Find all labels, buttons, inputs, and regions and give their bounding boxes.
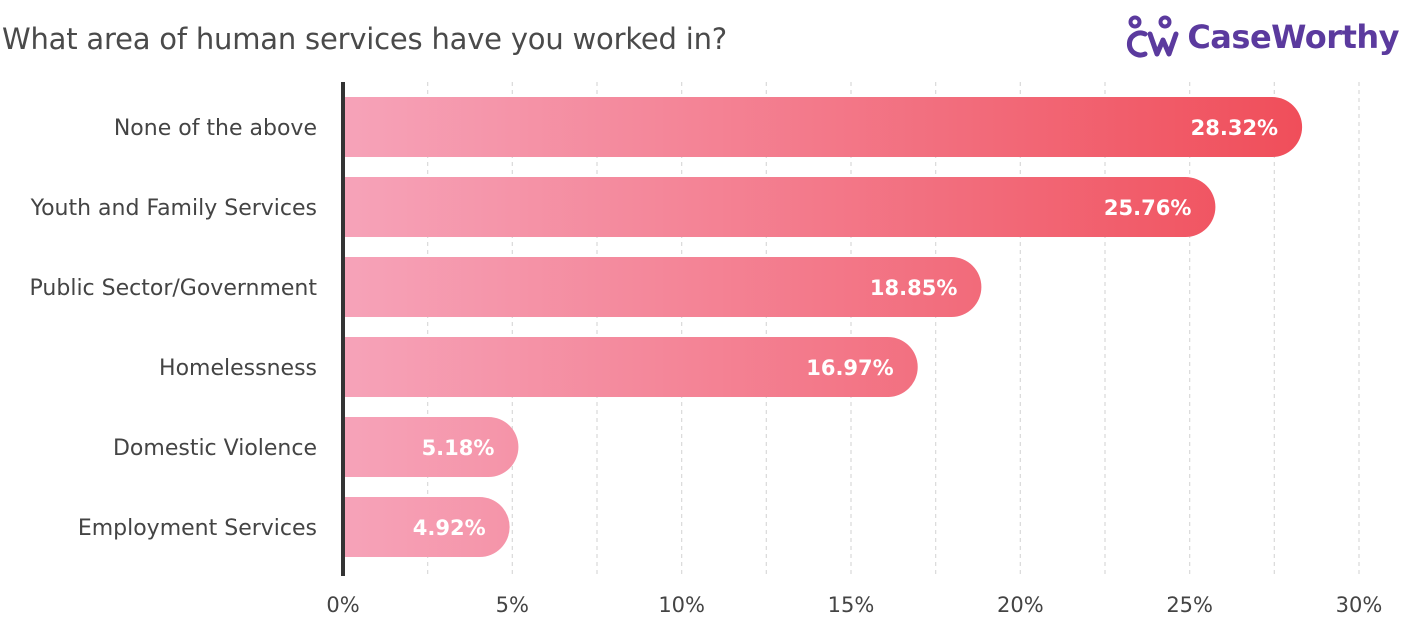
bar <box>343 257 982 317</box>
bars: 28.32% 25.76% 18.85% 16.97% 5.18% 4.92% <box>343 97 1303 557</box>
x-tick-label: 25% <box>1166 593 1213 617</box>
x-tick-label: 15% <box>828 593 875 617</box>
x-tick-label: 0% <box>326 593 359 617</box>
bar-value-label: 4.92% <box>413 516 486 540</box>
bar <box>343 497 510 557</box>
x-tick-label: 30% <box>1336 593 1383 617</box>
bar <box>343 417 519 477</box>
logo-text: CaseWorthy <box>1187 18 1399 56</box>
bar <box>343 337 918 397</box>
category-labels: None of the above Youth and Family Servic… <box>30 116 318 541</box>
category-label: Domestic Violence <box>113 436 317 461</box>
bar <box>343 177 1216 238</box>
bar-value-label: 25.76% <box>1104 196 1191 220</box>
bar-value-label: 18.85% <box>870 276 957 300</box>
bar-value-label: 28.32% <box>1191 116 1278 140</box>
category-label: Homelessness <box>159 356 317 381</box>
bar <box>343 97 1303 157</box>
chart-title: What area of human services have you wor… <box>2 22 727 56</box>
x-tick-label: 20% <box>997 593 1044 617</box>
caseworthy-logo: CaseWorthy <box>1125 10 1399 64</box>
category-label: Employment Services <box>78 516 317 541</box>
caseworthy-logo-icon <box>1127 15 1179 58</box>
x-tick-label: 10% <box>658 593 705 617</box>
category-label: None of the above <box>114 116 317 141</box>
bar-value-label: 16.97% <box>806 356 893 380</box>
grid-lines <box>427 82 1360 576</box>
category-label: Public Sector/Government <box>30 276 318 301</box>
x-tick-label: 5% <box>496 593 529 617</box>
x-axis-ticks: 0% 5% 10% 15% 20% 25% 30% <box>326 593 1382 617</box>
bar-value-label: 5.18% <box>422 436 495 460</box>
category-label: Youth and Family Services <box>30 196 317 221</box>
